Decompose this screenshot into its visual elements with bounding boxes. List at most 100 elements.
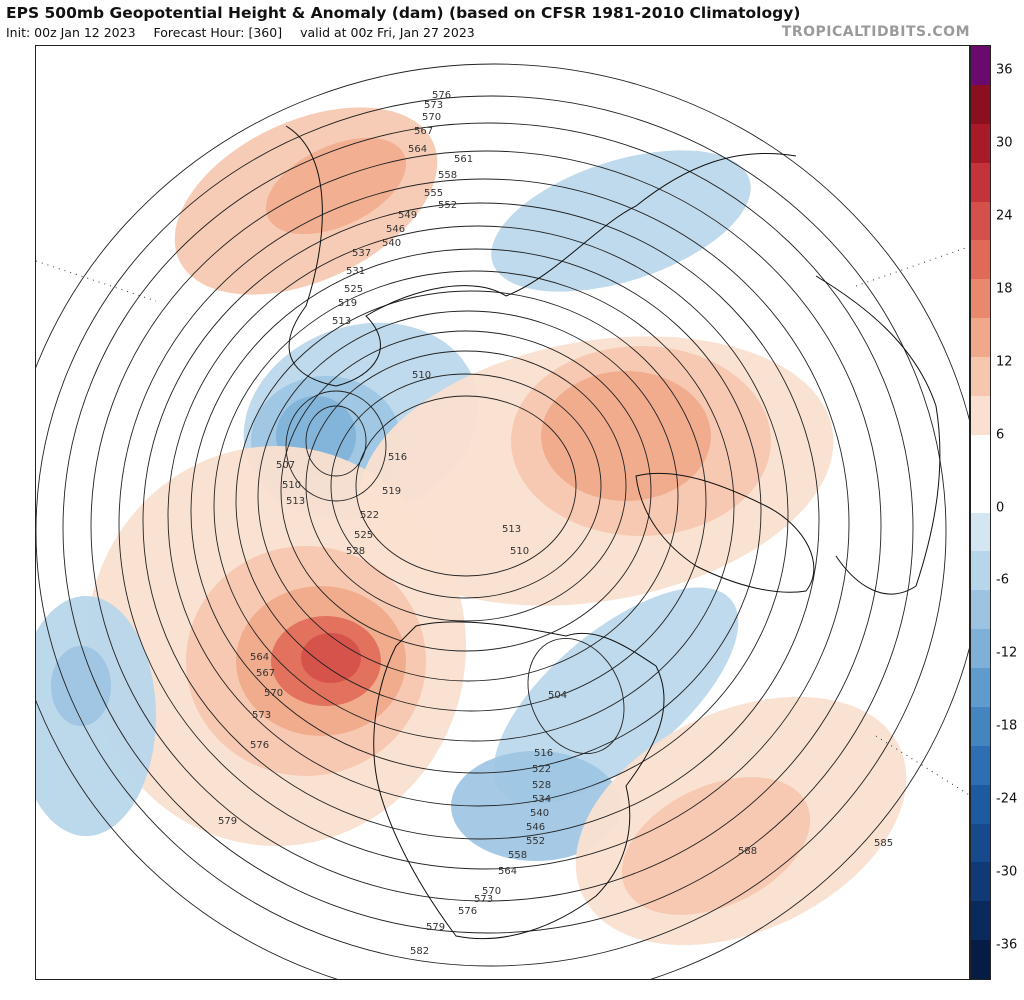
contour-label: 570 [422,112,441,123]
contour-label: 573 [424,100,443,111]
colorbar-swatch [971,745,990,785]
contour-line [62,122,914,934]
colorbar-swatch [971,279,990,319]
colorbar-swatch [971,706,990,746]
contour-label: 561 [454,154,473,165]
colorbar-swatch [971,901,990,941]
contour-label: 537 [352,248,371,259]
contour-line [167,225,789,807]
colorbar-tick-label: -24 [996,791,1018,807]
cold-anomaly-area [51,646,111,726]
contour-line [280,330,652,652]
asia-interior-border [815,275,941,595]
map-panel[interactable]: 576 573 570 567 564 561 558 555 552 549 546 540 537 5… [35,45,970,980]
contour-label: 522 [532,764,551,775]
colorbar-swatch [971,668,990,707]
colorbar-swatch [971,862,990,902]
colorbar-tick-label: 36 [996,62,1013,78]
colorbar-tick-label: -12 [996,645,1018,661]
colorbar-tick-label: 30 [996,135,1013,151]
colorbar-swatch [971,551,990,591]
contour-label: 573 [474,894,493,905]
cold-anomaly-area [451,751,621,861]
contour-label: 531 [346,266,365,277]
colorbar-tick-label: 18 [996,281,1013,297]
site-credit: TROPICALTIDBITS.COM [781,24,970,40]
contour-line [36,63,969,979]
colorbar-tick-label: -6 [996,572,1009,588]
height-contours [36,63,969,979]
chart-subtitle: Init: 00z Jan 12 2023 Forecast Hour: [36… [6,25,489,40]
contour-line [257,310,679,682]
contour-line [142,202,820,840]
contour-label: 585 [874,838,893,849]
contour-label: 549 [398,210,417,221]
warm-anomaly-area [621,777,811,915]
contour-line [355,395,577,577]
cold-anomaly-area [493,587,739,805]
colorbar-swatch [971,823,990,863]
contour-label: 522 [360,510,379,521]
contour-label: 507 [276,460,295,471]
contour-labels: 5765735705675645615585555525495465405375… [218,90,893,957]
warm-anomaly-area [541,371,711,501]
colorbar-swatch [971,512,990,552]
contour-line [118,178,850,870]
contour-label: 555 [424,188,443,199]
colorbar-tick-label: 6 [996,427,1005,443]
contour-label: 576 [250,740,269,751]
colorbar-tick-label: 12 [996,354,1013,370]
contour-label: 564 [408,144,427,155]
contour-label: 510 [412,370,431,381]
contour-line [305,350,627,622]
colorbar-swatch [971,84,990,124]
asia-coast [285,125,797,387]
coastlines [285,125,941,940]
colorbar-swatch [971,201,990,241]
contour-label: 513 [286,496,305,507]
contour-label: 579 [218,816,237,827]
contour-label: 582 [410,946,429,957]
contour-label: 564 [250,652,269,663]
contour-label: 570 [264,688,283,699]
warm-anomaly-area [265,137,407,235]
contour-label: 576 [458,906,477,917]
colorbar-swatch [971,434,990,474]
colorbar-swatch [971,629,990,668]
colorbar-swatch [971,940,990,979]
north-america-coast [373,621,665,940]
init-time: Init: 00z Jan 12 2023 [6,25,136,40]
contour-label: 516 [388,452,407,463]
valid-time: valid at 00z Fri, Jan 27 2023 [300,25,475,40]
colorbar-swatch [971,162,990,202]
contour-label: 546 [526,822,545,833]
colorbar-swatch [971,473,990,513]
contour-label: 564 [498,866,517,877]
colorbar-tick-label: -36 [996,937,1018,953]
colorbar-swatch [971,357,990,396]
contour-line [330,373,602,599]
contour-label: 540 [382,238,401,249]
colorbar-swatch [971,395,990,435]
chart-title: EPS 500mb Geopotential Height & Anomaly … [6,4,801,22]
colorbar-tick-label: -18 [996,718,1018,734]
contour-line [527,637,625,755]
contour-label: 579 [426,922,445,933]
latlon-guides [36,246,969,796]
contour-label: 558 [438,170,457,181]
contour-label: 504 [548,690,567,701]
colorbar-tick-label: 24 [996,208,1013,224]
contour-label: 576 [432,90,451,101]
contour-label: 588 [738,846,757,857]
guide-line [36,260,157,302]
contour-label: 525 [344,284,363,295]
map-svg: 5765735705675645615585555525495465405375… [36,63,969,979]
contour-label: 552 [526,836,545,847]
warm-anomaly-area [301,633,361,683]
colorbar-tick-label: -30 [996,864,1018,880]
contour-label: 516 [534,748,553,759]
contour-label: 525 [354,530,373,541]
contour-label: 552 [438,200,457,211]
contour-label: 570 [482,886,501,897]
colorbar [970,45,991,980]
